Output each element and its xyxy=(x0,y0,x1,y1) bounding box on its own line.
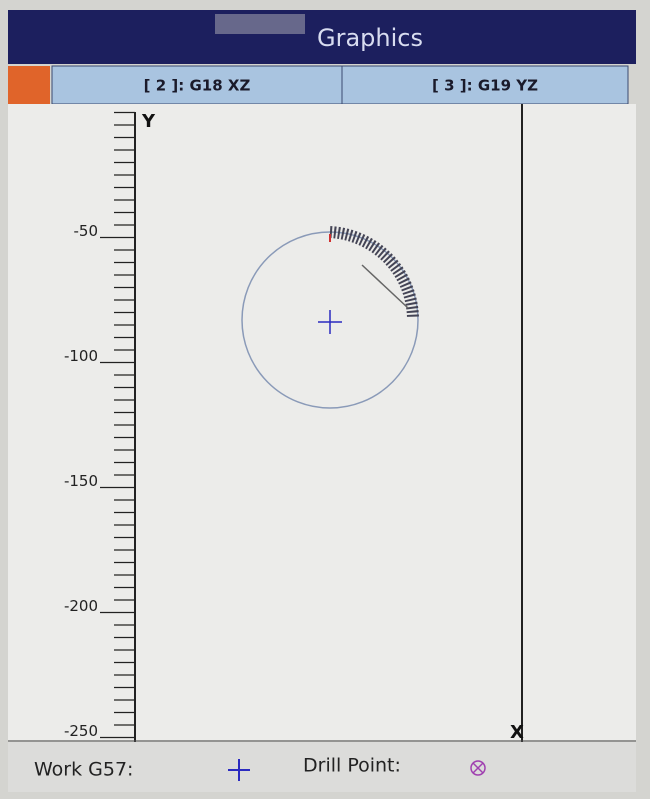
ruler-label: -150 xyxy=(64,472,98,490)
header-title: Graphics xyxy=(317,24,423,52)
tab-indicator xyxy=(8,66,50,104)
ruler-label: -200 xyxy=(64,597,98,615)
page: Graphics [ 2 ]: G18 XZ [ 3 ]: G19 YZ Y X… xyxy=(0,0,650,799)
x-axis-label: X xyxy=(510,722,524,743)
ruler-label: -100 xyxy=(64,347,98,365)
tab-label: [ 3 ]: G19 YZ xyxy=(432,77,538,95)
ruler-label: -50 xyxy=(74,222,99,240)
work-offset-label: Work G57: xyxy=(34,759,133,781)
y-axis-label: Y xyxy=(141,111,156,132)
screen: Graphics [ 2 ]: G18 XZ [ 3 ]: G19 YZ Y X… xyxy=(0,0,650,799)
graphics-area xyxy=(8,104,636,740)
ruler-label: -250 xyxy=(64,722,98,740)
drill-point-label: Drill Point: xyxy=(303,755,401,777)
tab-label: [ 2 ]: G18 XZ xyxy=(144,77,251,95)
header-glare xyxy=(215,14,305,34)
